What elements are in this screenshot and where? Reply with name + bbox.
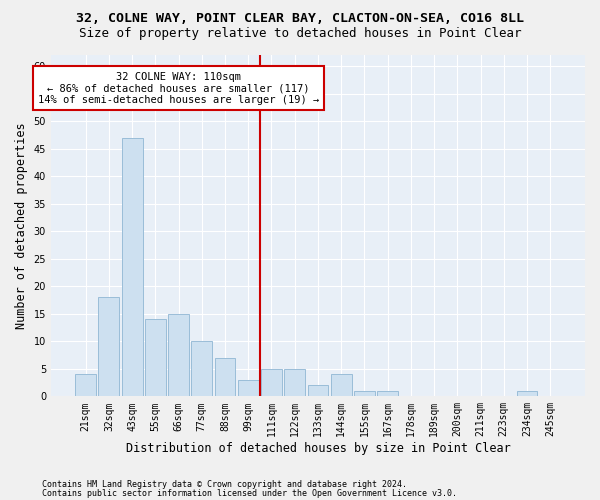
Bar <box>215 358 235 397</box>
Bar <box>517 391 538 396</box>
Y-axis label: Number of detached properties: Number of detached properties <box>15 122 28 329</box>
Bar <box>354 391 375 396</box>
Bar <box>261 369 282 396</box>
Text: Contains HM Land Registry data © Crown copyright and database right 2024.: Contains HM Land Registry data © Crown c… <box>42 480 407 489</box>
Bar <box>145 320 166 396</box>
Bar <box>168 314 189 396</box>
Bar <box>122 138 143 396</box>
Bar <box>377 391 398 396</box>
X-axis label: Distribution of detached houses by size in Point Clear: Distribution of detached houses by size … <box>125 442 511 455</box>
Text: Size of property relative to detached houses in Point Clear: Size of property relative to detached ho… <box>79 28 521 40</box>
Bar <box>75 374 96 396</box>
Bar <box>331 374 352 396</box>
Bar <box>308 386 328 396</box>
Bar <box>191 342 212 396</box>
Bar <box>238 380 259 396</box>
Text: 32, COLNE WAY, POINT CLEAR BAY, CLACTON-ON-SEA, CO16 8LL: 32, COLNE WAY, POINT CLEAR BAY, CLACTON-… <box>76 12 524 26</box>
Text: 32 COLNE WAY: 110sqm
← 86% of detached houses are smaller (117)
14% of semi-deta: 32 COLNE WAY: 110sqm ← 86% of detached h… <box>38 72 319 104</box>
Bar <box>284 369 305 396</box>
Bar <box>98 297 119 396</box>
Text: Contains public sector information licensed under the Open Government Licence v3: Contains public sector information licen… <box>42 488 457 498</box>
